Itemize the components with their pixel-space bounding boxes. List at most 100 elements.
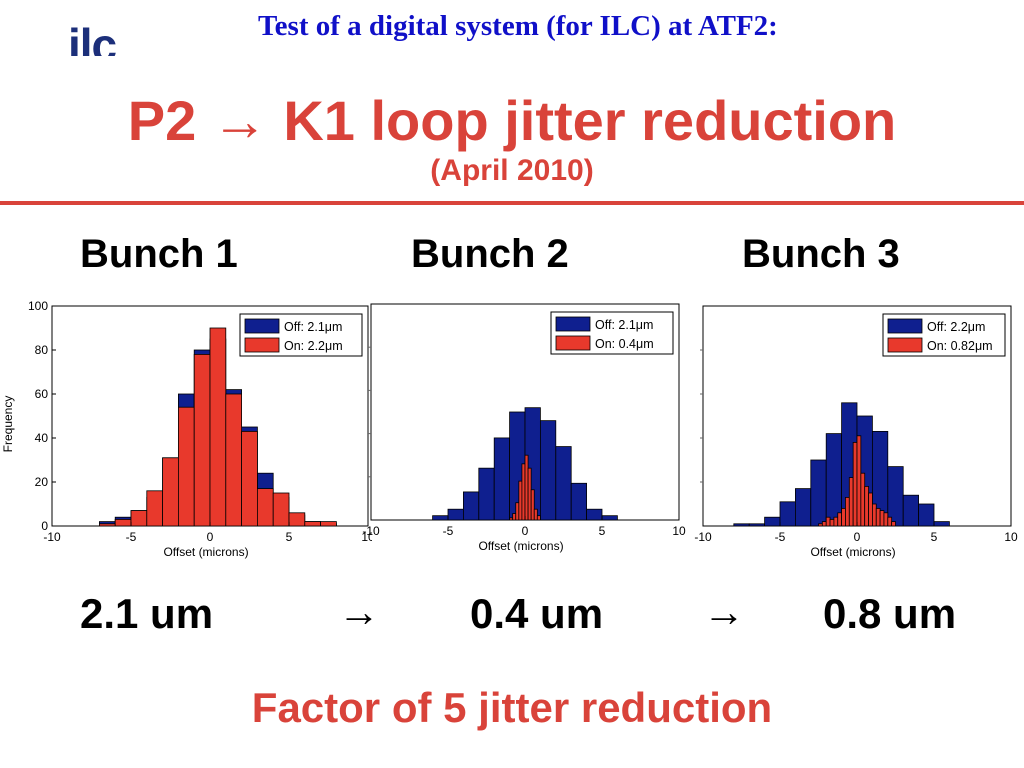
bunch-1-label: Bunch 1 [80,232,238,276]
bar-off [902,494,919,527]
y-tick-label: 80 [35,343,49,357]
slide-title: P2 → K1 loop jitter reduction [127,89,897,152]
x-axis-label: Offset (microns) [478,539,563,553]
bar-on [856,435,862,527]
bar-off [432,515,449,521]
bar-off [795,488,812,527]
bar-on [871,503,877,527]
bar-on [512,513,517,521]
x-tick-label: -10 [43,530,61,544]
legend-label: On: 2.2μm [284,339,343,353]
bar-on [209,327,227,527]
bar-on [818,523,823,527]
bar-on [852,441,858,527]
bar-off [570,482,587,521]
bar-on [518,480,523,521]
bar-on [99,523,116,527]
bar-on [530,489,535,521]
bar-off [586,508,603,521]
bar-on [256,488,274,527]
legend-swatch [887,337,923,353]
x-tick-label: 0 [522,524,529,538]
bar-on [533,508,538,521]
bar-off [748,523,765,527]
y-axis-label: Frequency [1,396,15,453]
legend-label: Off: 2.2μm [927,320,985,334]
bar-on [527,467,532,521]
bar-on [864,485,869,527]
legend-swatch [244,318,280,334]
y-tick-label: 20 [35,475,49,489]
bar-on [829,518,835,527]
x-tick-label: 5 [599,524,606,538]
y-tick-label: 60 [35,387,49,401]
slide-date: (April 2010) [430,154,594,187]
x-tick-label: 0 [207,530,214,544]
bar-on [883,512,889,527]
title-divider [0,201,1024,205]
bar-on [868,492,873,527]
bunch-3-histogram: -10 -5 0 5 10 Offset (microns) Off: 2.2μm On: 0… [694,305,1018,559]
x-tick-label: -5 [443,524,454,538]
bar-on [845,496,850,527]
bar-on [521,463,526,521]
y-tick-label: 40 [35,431,49,445]
x-tick-label: -10 [694,530,712,544]
legend-label: Off: 2.1μm [284,320,342,334]
y-tick-label: 100 [28,299,48,313]
bar-on [848,477,854,527]
bunch-3-label: Bunch 3 [742,232,900,276]
bar-on [177,406,195,527]
legend-swatch [244,337,280,353]
bunch-1-jitter: 2.1 um [80,590,214,637]
bar-off [764,516,781,527]
x-tick-label: 10 [672,524,686,538]
bar-off [933,521,950,527]
bar-on [304,521,321,527]
arrow-right-icon: → [703,588,745,635]
x-tick-label: -5 [775,530,786,544]
bar-off [733,523,750,527]
bar-off [779,501,796,527]
bar-off [601,515,618,521]
y-tick-label: 0 [41,519,48,533]
bar-off [810,459,827,527]
bar-on [821,521,827,527]
bar-on [833,516,839,527]
bar-off [539,420,557,521]
legend-swatch [555,335,591,351]
bar-on [272,492,290,527]
x-tick-label: 10 [361,530,372,544]
legend-label: Off: 2.1μm [595,318,653,332]
bar-off [493,437,510,521]
bar-on [162,457,179,527]
bar-on [114,518,132,527]
bar-on [837,512,842,527]
legend-swatch [555,316,591,332]
bar-off [447,508,464,521]
slide-subtitle: Test of a digital system (for ILC) at AT… [258,10,778,42]
bar-on [225,393,243,527]
legend-swatch [887,318,923,334]
x-tick-label: 5 [931,530,938,544]
bar-on [130,510,148,527]
x-tick-label: 0 [854,530,861,544]
bar-off [918,503,935,527]
legend-label: On: 0.82μm [927,339,993,353]
bar-off [555,446,572,521]
bar-on [875,507,881,527]
bar-on [146,490,164,527]
bar-on [320,521,337,527]
x-tick-label: -10 [362,524,380,538]
bar-on [879,510,885,527]
x-axis-label: Offset (microns) [163,545,248,559]
bar-on [241,430,258,527]
x-tick-label: -5 [126,530,137,544]
bunch-3-jitter: 0.8 um [823,590,957,637]
bunch-2-jitter: 0.4 um [470,590,604,637]
bar-on [524,454,529,521]
legend-label: On: 0.4μm [595,337,654,351]
bar-on [536,515,541,521]
bunch-2-histogram: -10 -5 0 5 10 Offset (microns) Off: 2.1μm On: 0… [362,303,686,553]
